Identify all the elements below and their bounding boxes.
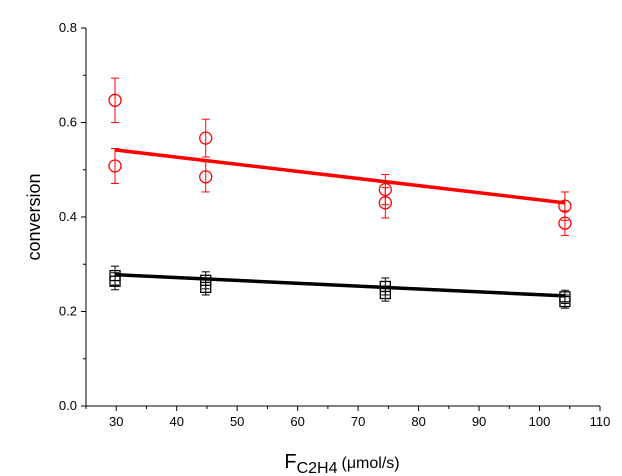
y-tick-label: 0.0 [59,398,77,413]
data-point-square [559,295,571,308]
data-point-circle [108,93,122,107]
x-axis-label-subscript: C2H4 [297,460,338,476]
data-point-circle [199,170,213,184]
x-tick-label: 100 [529,414,551,429]
x-tick-label: 110 [590,414,611,429]
y-tick-label: 0.4 [59,209,77,224]
y-tick-label: 0.6 [59,115,77,130]
x-tick-label: 30 [109,414,123,429]
data-point-circle [378,196,392,210]
x-tick-label: 90 [472,414,486,429]
x-axis-label-unit: (μmol/s) [342,455,400,472]
axes: 30 40 50 60 70 80 90 100 110 0.0 0.2 0.4 0.6 0.8 [59,20,610,429]
fit-line-2 [114,272,566,298]
x-tick-label: 60 [290,414,304,429]
data-point-circle [108,159,122,173]
fit-line-1 [114,148,566,205]
data-point-square [109,275,121,287]
x-axis-label-main: F [284,451,296,473]
data-point-circle [199,131,213,145]
data-points [108,77,572,309]
x-tick-label: 70 [351,414,365,429]
x-tick-label: 50 [230,414,244,429]
data-point-square [379,287,391,300]
y-axis-label: conversion [24,173,44,260]
data-point-circle [558,216,572,230]
data-point-square [200,281,212,294]
x-axis-label: FC2H4 (μmol/s) [284,451,399,476]
y-tick-label: 0.8 [59,20,77,35]
x-tick-label: 80 [411,414,425,429]
fit-lines [114,148,566,298]
x-tick-label: 40 [169,414,183,429]
y-tick-label: 0.2 [59,304,77,319]
